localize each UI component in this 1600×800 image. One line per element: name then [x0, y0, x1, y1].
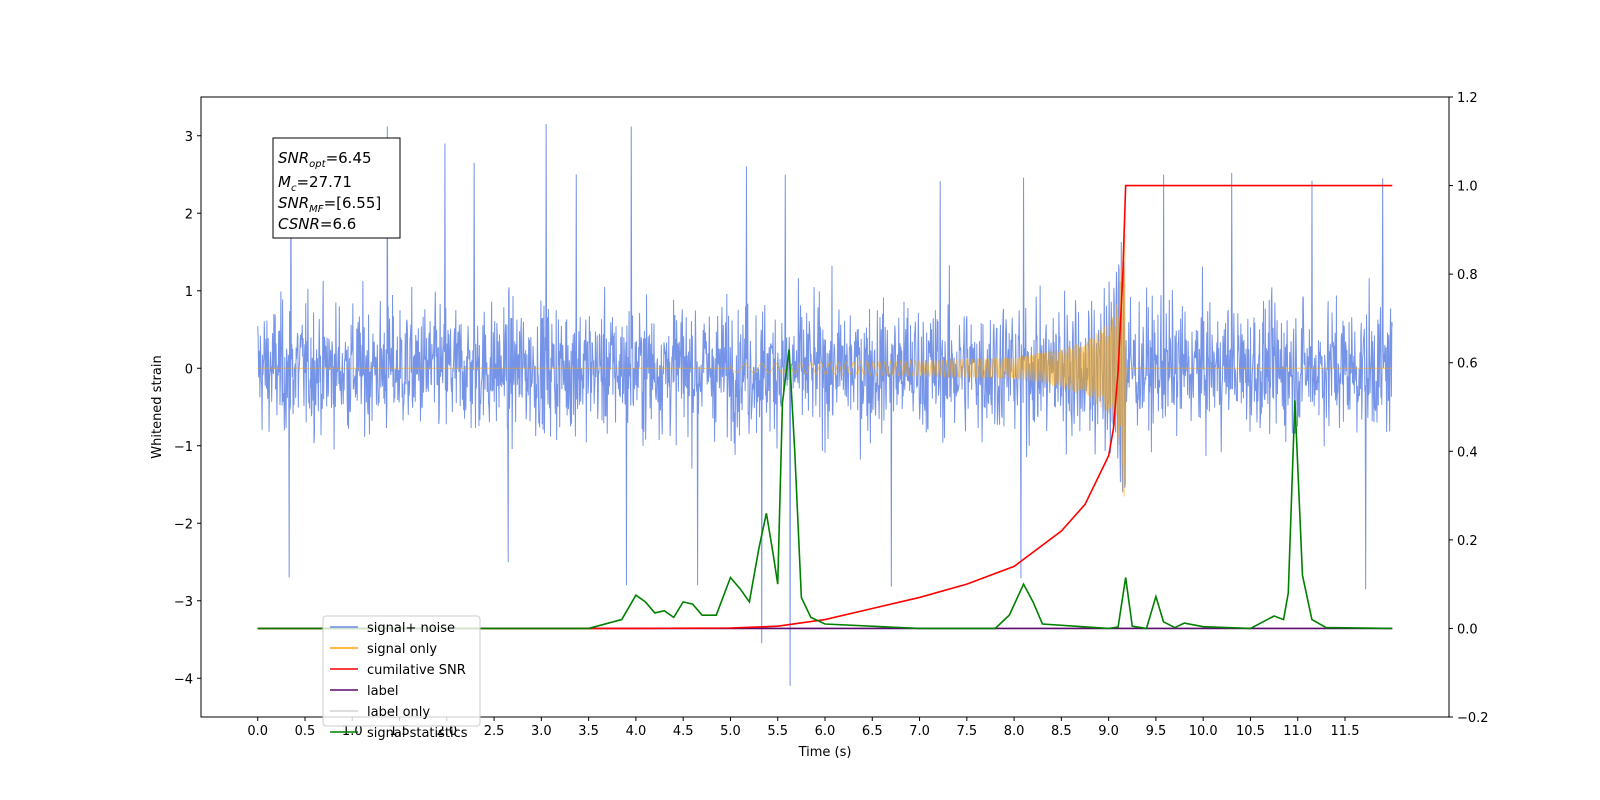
y2-tick-label: −0.2	[1457, 711, 1489, 726]
y2-tick-label: 1.2	[1457, 91, 1478, 106]
legend-label: cumilative SNR	[367, 663, 466, 678]
x-tick-label: 8.5	[1051, 724, 1072, 739]
x-tick-label: 6.0	[815, 724, 836, 739]
x-tick-label: 10.5	[1236, 724, 1265, 739]
legend-label: signal only	[367, 642, 437, 657]
x-tick-label: 2.5	[484, 724, 505, 739]
legend-frame	[322, 615, 481, 727]
x-tick-label: 3.5	[578, 724, 599, 739]
y-axis-label: Whitened strain	[150, 355, 165, 458]
x-tick-label: 8.0	[1004, 724, 1025, 739]
x-tick-label: 9.5	[1146, 724, 1167, 739]
x-tick-label: 7.5	[956, 724, 977, 739]
y2-tick-label: 0.8	[1457, 268, 1478, 283]
series-signal-only	[257, 233, 1393, 497]
y-tick-label: −2	[174, 517, 193, 532]
y-tick-label: 1	[185, 285, 193, 300]
x-tick-label: 4.5	[673, 724, 694, 739]
y-tick-label: −3	[174, 595, 193, 610]
y-axis-right: 1.2 1.0 0.8 0.6 0.4 0.2 0.0 −0.2	[1449, 91, 1489, 726]
x-tick-label: 0.0	[247, 724, 268, 739]
legend: signal+ noise signal only cumilative SNR la…	[322, 615, 481, 741]
legend-label: signal+ noise	[367, 621, 455, 636]
mc-text: Mc=27.71	[278, 173, 352, 194]
snr-opt-text: SNRopt=6.45	[278, 149, 372, 170]
y-tick-label: −1	[174, 440, 193, 455]
csnr-text: CSNR=6.6	[278, 215, 356, 233]
y2-tick-label: 0.6	[1457, 357, 1478, 372]
x-tick-label: 3.0	[531, 724, 552, 739]
x-axis: 0.0 0.5 1.0 1.5 2.0 2.5 3.0 3.5 4.0 4.5 5.0 5.5 6.0 6…	[247, 717, 1359, 739]
legend-label: signal statistics	[367, 726, 468, 741]
x-tick-label: 10.0	[1189, 724, 1218, 739]
y2-tick-label: 1.0	[1457, 180, 1478, 195]
y-tick-label: 2	[185, 207, 193, 222]
legend-label: label only	[367, 705, 430, 720]
x-tick-label: 1.5	[389, 724, 410, 739]
series-signal-statistics	[257, 349, 1393, 630]
x-tick-label: 9.0	[1098, 724, 1119, 739]
x-tick-label: 5.0	[720, 724, 741, 739]
x-tick-label: 7.0	[909, 724, 930, 739]
series-cumilative-snr	[257, 184, 1393, 630]
axes-frame	[200, 96, 1450, 718]
x-tick-label: 4.0	[626, 724, 647, 739]
x-tick-label: 11.0	[1283, 724, 1312, 739]
y2-tick-label: 0.4	[1457, 445, 1478, 460]
y-tick-label: −4	[174, 672, 193, 687]
metrics-annotation: SNRopt=6.45 Mc=27.71 SNRMF=[6.55] CSNR=6…	[272, 137, 401, 239]
series-signal-plus-noise	[257, 124, 1393, 686]
y-tick-label: 3	[185, 130, 193, 145]
x-tick-label: 5.5	[767, 724, 788, 739]
y2-tick-label: 0.0	[1457, 622, 1478, 637]
snr-mf-text: SNRMF=[6.55]	[278, 194, 381, 215]
x-tick-label: 2.0	[436, 724, 457, 739]
y-axis-left: 3 2 1 0 −1 −2 −3 −4	[174, 130, 201, 687]
y-tick-label: 0	[185, 362, 193, 377]
legend-label: label	[367, 684, 398, 699]
y2-tick-label: 0.2	[1457, 534, 1478, 549]
x-tick-label: 0.5	[295, 724, 316, 739]
x-tick-label: 11.5	[1331, 724, 1360, 739]
x-axis-label: Time (s)	[798, 745, 852, 760]
x-tick-label: 6.5	[862, 724, 883, 739]
